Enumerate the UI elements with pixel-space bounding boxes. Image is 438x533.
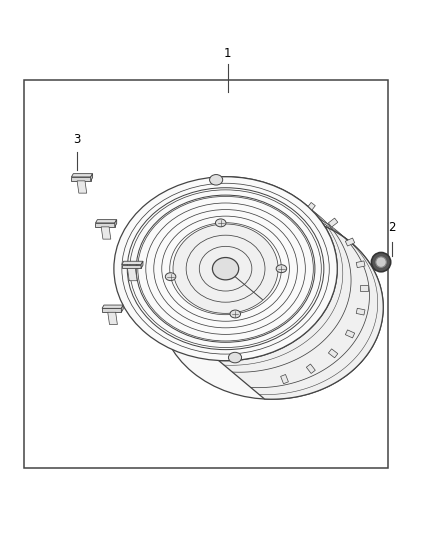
Ellipse shape [229, 352, 242, 363]
Ellipse shape [165, 273, 176, 280]
Polygon shape [91, 174, 92, 181]
Polygon shape [102, 308, 121, 312]
Ellipse shape [173, 224, 278, 313]
Polygon shape [95, 220, 117, 223]
Polygon shape [219, 177, 383, 399]
Polygon shape [122, 261, 143, 264]
Polygon shape [115, 220, 117, 227]
Text: 3: 3 [73, 133, 80, 146]
Bar [24, 80, 388, 468]
Polygon shape [127, 269, 137, 281]
Ellipse shape [215, 219, 226, 227]
Polygon shape [360, 285, 368, 290]
Polygon shape [122, 264, 141, 269]
Polygon shape [356, 261, 365, 268]
Text: 1: 1 [224, 47, 232, 60]
Ellipse shape [160, 215, 383, 399]
Ellipse shape [114, 177, 337, 361]
Polygon shape [108, 312, 117, 325]
Ellipse shape [212, 257, 239, 280]
Polygon shape [328, 349, 338, 358]
Polygon shape [71, 174, 92, 177]
Polygon shape [101, 227, 111, 239]
Polygon shape [102, 305, 123, 308]
Polygon shape [141, 261, 143, 269]
Polygon shape [328, 218, 338, 227]
Polygon shape [306, 364, 315, 374]
Ellipse shape [371, 253, 391, 272]
Ellipse shape [209, 174, 223, 185]
Ellipse shape [376, 257, 386, 268]
Text: 2: 2 [388, 221, 396, 233]
Polygon shape [281, 375, 288, 384]
Polygon shape [306, 203, 315, 212]
Polygon shape [281, 192, 288, 201]
Polygon shape [95, 223, 115, 227]
Ellipse shape [371, 253, 391, 272]
Polygon shape [356, 308, 365, 315]
Polygon shape [77, 181, 87, 193]
Ellipse shape [230, 310, 240, 318]
Ellipse shape [276, 265, 287, 273]
Polygon shape [71, 177, 91, 181]
Polygon shape [345, 238, 355, 246]
Polygon shape [121, 305, 123, 312]
Polygon shape [345, 330, 355, 338]
